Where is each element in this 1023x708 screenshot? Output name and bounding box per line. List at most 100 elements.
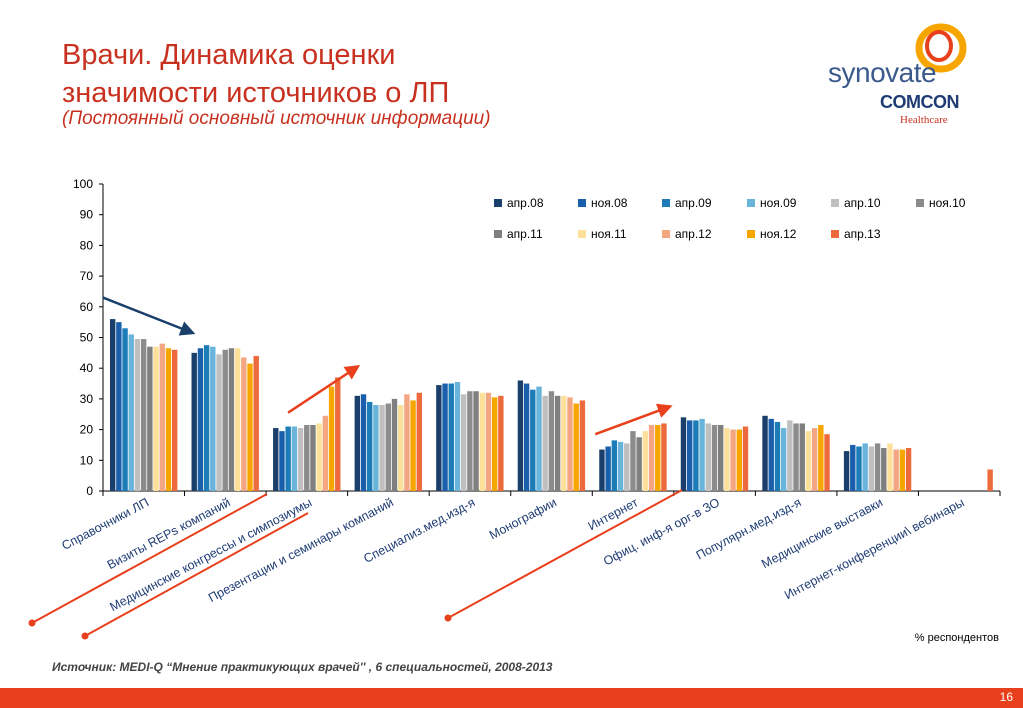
y-tick-label: 80 — [80, 238, 94, 252]
logo-sub: COMCON — [880, 92, 960, 112]
bar — [899, 449, 906, 491]
bar — [228, 348, 235, 491]
logo-name: synovate — [828, 57, 937, 88]
bar — [617, 441, 624, 491]
y-tick-label: 0 — [86, 484, 93, 498]
bar — [147, 346, 153, 491]
bar — [247, 363, 253, 491]
bar — [780, 428, 787, 491]
bar — [905, 448, 912, 491]
bar — [116, 322, 122, 491]
bar — [454, 382, 461, 491]
bar — [605, 446, 611, 491]
category-label: Монографии — [487, 495, 559, 542]
legend-swatch — [662, 230, 670, 238]
legend-label: ноя.12 — [760, 227, 797, 241]
bar — [862, 443, 868, 491]
bar — [210, 346, 216, 491]
logo-tag: Healthcare — [900, 114, 948, 126]
bar — [887, 443, 893, 491]
bar — [360, 394, 367, 491]
highlight-line — [447, 489, 683, 619]
legend-swatch — [662, 199, 670, 207]
bar — [291, 426, 298, 491]
annotations — [28, 296, 683, 640]
bar — [379, 405, 385, 491]
legend-swatch — [747, 230, 755, 238]
bar — [554, 395, 561, 491]
legend-label: апр.11 — [507, 227, 543, 241]
bar — [561, 395, 567, 491]
bar — [824, 434, 830, 491]
bar — [285, 426, 291, 491]
legend-label: ноя.10 — [929, 196, 966, 210]
legend-swatch — [494, 199, 502, 207]
bar — [661, 423, 667, 491]
bar — [536, 386, 542, 491]
bar — [762, 415, 768, 491]
legend-label: апр.08 — [507, 196, 544, 210]
bar — [354, 395, 361, 491]
bar — [279, 431, 285, 491]
legend-swatch — [916, 199, 924, 207]
legend-label: ноя.09 — [760, 196, 797, 210]
bar — [304, 424, 310, 491]
bar — [153, 346, 159, 491]
y-tick-label: 70 — [80, 269, 94, 283]
bar — [159, 343, 165, 491]
bar — [680, 417, 687, 491]
bar — [122, 328, 128, 491]
bar — [367, 401, 373, 491]
highlight-line — [84, 512, 309, 637]
highlight-dot — [444, 614, 452, 622]
bar — [624, 443, 630, 491]
bar — [241, 357, 247, 491]
slide-title: Врачи. Динамика оценки значимости источн… — [62, 36, 682, 112]
bar — [140, 339, 147, 491]
bar — [648, 424, 655, 491]
bar-chart: 0 10 20 30 40 50 60 70 80 90 100 Справочники ЛПВиз… — [28, 177, 1001, 640]
bar — [523, 383, 530, 491]
synovate-logo: synovate COMCON Healthcare — [828, 22, 978, 132]
legend-label: ноя.11 — [591, 227, 627, 241]
bar — [730, 429, 736, 491]
bar — [542, 395, 548, 491]
y-tick-label: 20 — [80, 423, 94, 437]
bar — [498, 395, 504, 491]
bar — [768, 418, 774, 491]
bar — [811, 428, 818, 491]
bar — [787, 420, 793, 491]
bar — [724, 428, 730, 491]
bar — [222, 349, 228, 491]
y-tick-label: 10 — [80, 453, 94, 467]
y-tick-label: 50 — [80, 331, 94, 345]
bar — [517, 380, 524, 491]
bar — [473, 391, 479, 491]
bar — [460, 394, 467, 491]
bar — [856, 446, 862, 491]
bar — [693, 420, 699, 491]
bar — [442, 383, 448, 491]
bar — [335, 377, 341, 491]
bar — [479, 392, 485, 491]
y-tick-label: 60 — [80, 300, 94, 314]
unit-note: % респондентов — [914, 632, 999, 644]
bar — [328, 386, 335, 491]
bar — [567, 397, 573, 491]
bar — [385, 403, 392, 491]
highlight-dot — [81, 632, 89, 640]
bar — [805, 431, 812, 491]
bar — [705, 423, 711, 491]
bar — [793, 423, 799, 491]
legend-swatch — [578, 230, 586, 238]
bar — [530, 389, 536, 491]
bar — [191, 352, 197, 491]
bar — [868, 446, 875, 491]
bar — [273, 428, 279, 491]
legend-swatch — [747, 199, 755, 207]
bar — [642, 431, 649, 491]
bar — [742, 426, 749, 491]
bar — [573, 403, 579, 491]
bar — [436, 385, 442, 491]
bar — [128, 334, 134, 491]
